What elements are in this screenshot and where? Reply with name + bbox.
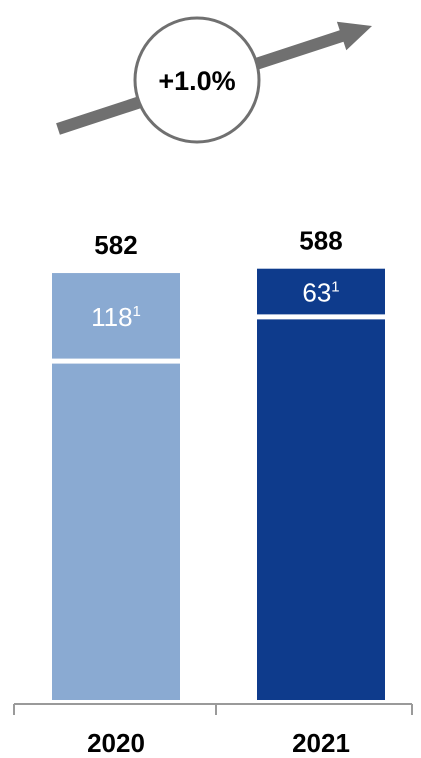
growth-circle: [133, 16, 261, 144]
bar-upper-segment-2020: [52, 273, 180, 359]
x-tick-label-2021: 2021: [292, 728, 350, 758]
segment-label-2020: 1181: [91, 302, 141, 332]
bar-lower-segment-2020: [52, 363, 180, 700]
bar-upper-segment-2021: [257, 268, 385, 315]
growth-label: +1.0%: [158, 66, 235, 96]
x-tick-label-2020: 2020: [87, 728, 145, 758]
total-label-2021: 588: [299, 226, 342, 256]
x-axis: 2020 2021: [13, 703, 413, 758]
bars-layer: 1181 582 631 588: [52, 226, 385, 700]
bar-lower-segment-2021: [257, 319, 385, 700]
segment-label-2021: 631: [302, 278, 339, 308]
growth-indicator: +1.0%: [56, 16, 372, 144]
total-label-2020: 582: [94, 230, 137, 260]
